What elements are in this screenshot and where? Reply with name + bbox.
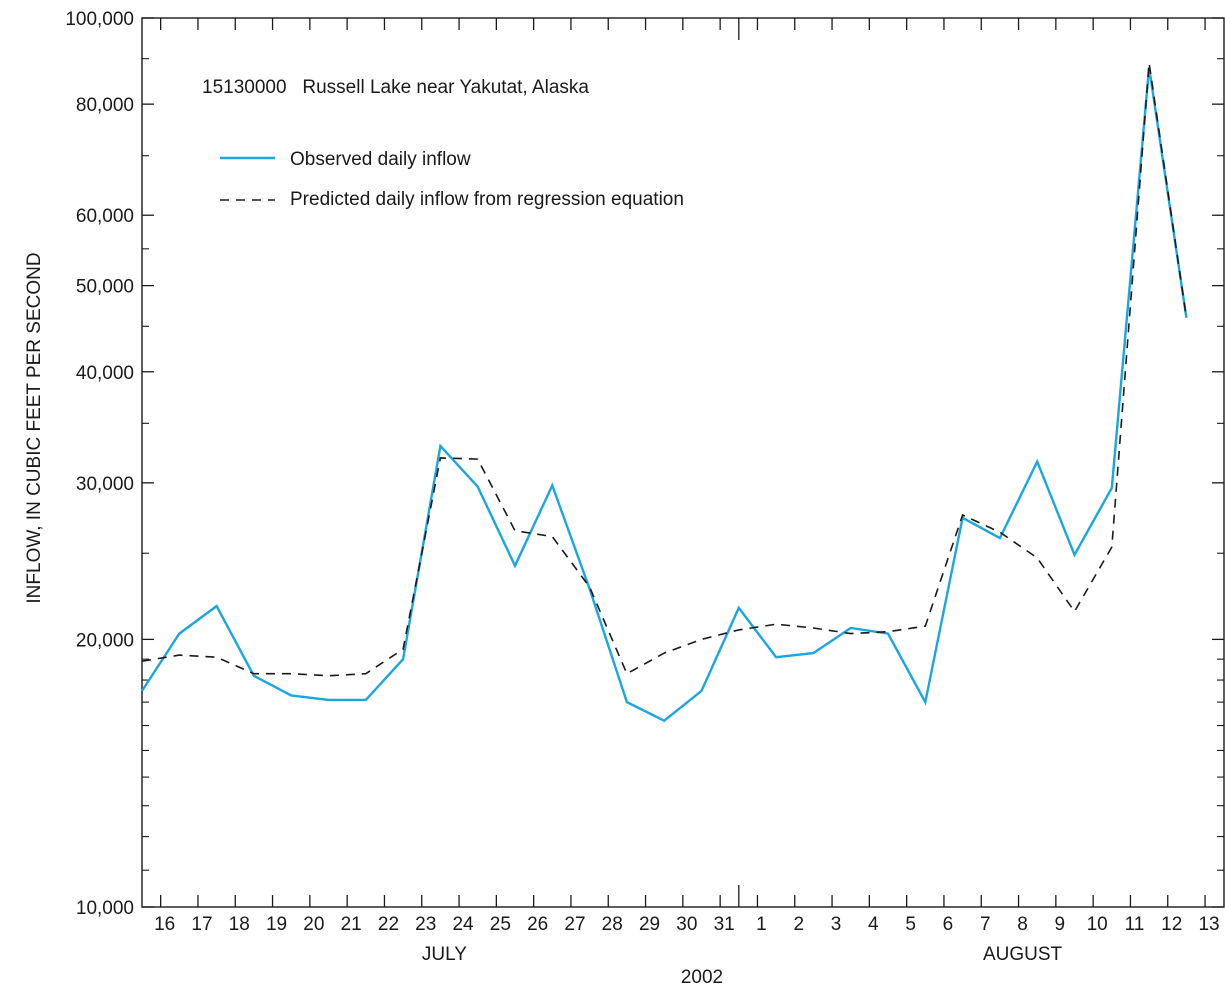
y-tick-label: 50,000 xyxy=(76,277,134,298)
x-tick-label: 12 xyxy=(1161,914,1182,935)
x-tick-label: 13 xyxy=(1198,914,1219,935)
x-tick-label: 21 xyxy=(341,914,362,935)
chart-title: 15130000 Russell Lake near Yakutat, Alas… xyxy=(202,77,589,98)
y-tick-label: 100,000 xyxy=(65,9,134,30)
series-line-observed xyxy=(140,67,1188,723)
y-tick-label: 10,000 xyxy=(76,898,134,919)
y-tick-label: 80,000 xyxy=(76,95,134,116)
x-tick-label: 20 xyxy=(303,914,324,935)
legend-label-predicted: Predicted daily inflow from regression e… xyxy=(290,189,684,210)
x-tick-label: 23 xyxy=(415,914,436,935)
x-tick-label: 5 xyxy=(905,914,916,935)
x-tick-label: 4 xyxy=(868,914,879,935)
x-tick-label: 28 xyxy=(602,914,623,935)
x-tick-label: 22 xyxy=(378,914,399,935)
x-tick-label: 7 xyxy=(980,914,991,935)
x-tick-label: 26 xyxy=(527,914,548,935)
x-tick-label: 31 xyxy=(714,914,735,935)
x-tick-label: 10 xyxy=(1087,914,1108,935)
x-tick-label: 16 xyxy=(154,914,175,935)
x-tick-label: 25 xyxy=(490,914,511,935)
x-axis-year: 2002 xyxy=(681,967,723,987)
x-tick-label: 3 xyxy=(831,914,842,935)
legend-label-observed: Observed daily inflow xyxy=(290,149,471,170)
y-tick-label: 60,000 xyxy=(76,206,134,227)
series-layer xyxy=(140,62,1188,723)
y-tick-label: 40,000 xyxy=(76,363,134,384)
x-tick-label: 29 xyxy=(639,914,660,935)
x-tick-label: 11 xyxy=(1125,914,1145,935)
axis-layer: 10,000 20,000 30,000 40,000 50,000 60,000 80,0… xyxy=(65,9,1225,965)
x-tick-label: 9 xyxy=(1055,914,1066,935)
x-tick-label: 8 xyxy=(1017,914,1028,935)
y-tick-label: 30,000 xyxy=(76,474,134,495)
series-line-predicted xyxy=(141,62,1188,677)
x-tick-label: 27 xyxy=(564,914,585,935)
x-tick-label: 1 xyxy=(756,914,767,935)
legend: Observed daily inflow Predicted daily in… xyxy=(220,149,684,210)
y-tick-label: 20,000 xyxy=(76,630,134,651)
month-label: AUGUST xyxy=(983,944,1063,965)
x-tick-label: 19 xyxy=(266,914,287,935)
x-tick-label: 2 xyxy=(793,914,804,935)
x-tick-label: 18 xyxy=(229,914,250,935)
x-tick-label: 30 xyxy=(676,914,697,935)
month-label: JULY xyxy=(422,944,467,965)
x-tick-label: 17 xyxy=(191,914,212,935)
x-tick-label: 24 xyxy=(452,914,474,935)
x-tick-label: 6 xyxy=(943,914,954,935)
y-axis-title: INFLOW, IN CUBIC FEET PER SECOND xyxy=(24,252,45,603)
